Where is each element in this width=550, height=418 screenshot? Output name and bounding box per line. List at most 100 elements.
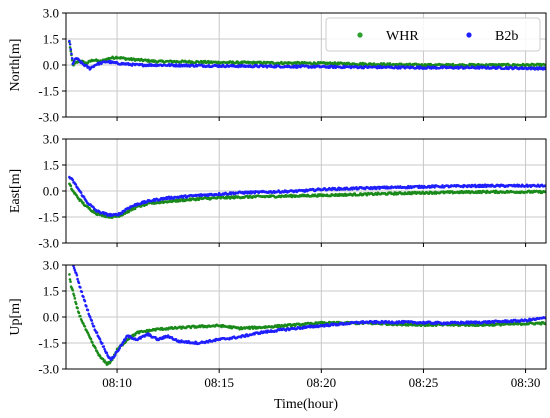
y-tick-label: 1.5 [43, 158, 59, 173]
data-point [127, 210, 131, 214]
data-point [68, 42, 72, 46]
panel-3: 3.0 1.5 0.0 -1.5 -3.0 08:10 08:15 08:20 08:25 08:… [8, 258, 547, 390]
x-tick-label: 08:15 [204, 375, 234, 390]
data-point [94, 346, 97, 350]
data-point [101, 342, 104, 345]
panel-2: 3.0 1.5 0.0 -1.5 -3.0 East[m] [8, 132, 547, 251]
data-point [70, 52, 73, 56]
data-point [77, 281, 81, 285]
data-point [71, 289, 75, 292]
data-point [68, 273, 71, 276]
data-point [543, 322, 546, 326]
y-tick-label: 3.0 [43, 132, 59, 147]
data-point [105, 351, 109, 355]
data-point [80, 290, 84, 294]
data-point [73, 297, 77, 300]
x-tick-label: 08:30 [511, 375, 541, 390]
series-group [68, 39, 546, 71]
y-tick-label: 0.0 [43, 58, 59, 73]
data-point [72, 266, 76, 270]
data-point [543, 66, 546, 70]
legend-label-b2b: B2b [495, 29, 518, 44]
legend-label-whr: WHR [386, 29, 419, 44]
data-point [76, 277, 79, 281]
y-tick-label: -3.0 [38, 362, 59, 377]
data-point [124, 337, 128, 340]
data-point [90, 319, 94, 322]
y-tick-label: 0.0 [43, 184, 59, 199]
data-point [92, 325, 96, 328]
data-point [88, 315, 92, 319]
data-point [68, 39, 71, 43]
data-point [82, 322, 85, 325]
data-point [543, 184, 546, 188]
series-whr [68, 40, 546, 68]
data-point [72, 265, 75, 268]
data-point [74, 302, 78, 306]
data-point [103, 359, 106, 362]
data-point [73, 268, 77, 272]
data-point [77, 311, 81, 315]
data-point [96, 351, 100, 355]
y-tick-label: 1.5 [43, 32, 59, 47]
data-point [83, 325, 87, 328]
data-point [104, 361, 108, 364]
data-point [79, 314, 82, 318]
data-point [86, 308, 90, 312]
x-axis-title: Time(hour) [274, 397, 338, 412]
data-point [69, 184, 73, 188]
data-point [83, 299, 87, 303]
series-whr [68, 182, 546, 220]
data-point [69, 48, 73, 51]
x-tick-label: 08:10 [102, 375, 132, 390]
legend-marker-whr [357, 32, 363, 38]
data-point [68, 278, 72, 281]
series-b2b [68, 175, 546, 218]
y-tick-label: -1.5 [38, 210, 59, 225]
data-point [85, 304, 88, 308]
data-point [79, 191, 83, 194]
data-point [82, 201, 85, 205]
data-point [68, 46, 72, 49]
data-point [98, 337, 102, 341]
series-group [68, 265, 546, 366]
y-tick-label: -1.5 [38, 336, 59, 351]
data-point [120, 212, 124, 215]
y-axis-title: Up[m] [8, 298, 23, 335]
data-point [91, 341, 94, 344]
y-tick-label: -3.0 [38, 110, 59, 125]
data-point [87, 312, 90, 316]
y-tick-label: 0.0 [43, 310, 59, 325]
y-tick-label: 1.5 [43, 284, 59, 299]
data-point [70, 58, 74, 62]
data-point [102, 345, 106, 348]
series-group [68, 175, 546, 220]
y-axis-title: East[m] [8, 169, 23, 213]
y-tick-label: -3.0 [38, 236, 59, 251]
data-point [79, 286, 82, 289]
legend: WHR B2b [325, 17, 541, 52]
y-tick-label: 3.0 [43, 258, 59, 273]
data-point [120, 343, 124, 347]
legend-marker-b2b [466, 32, 472, 38]
legend-box [325, 17, 541, 52]
series-b2b [68, 39, 546, 71]
data-point [89, 337, 93, 341]
y-tick-label: -1.5 [38, 84, 59, 99]
data-point [118, 346, 122, 350]
data-point [113, 353, 117, 357]
data-point [74, 183, 78, 186]
series-whr [68, 273, 546, 366]
x-tick-label: 08:20 [307, 375, 337, 390]
x-tick-label: 08:25 [409, 375, 439, 390]
data-point [543, 316, 546, 320]
data-point [82, 295, 85, 299]
data-point [71, 178, 75, 182]
y-axis-title: North[m] [8, 39, 23, 92]
data-point [91, 322, 94, 325]
data-point [95, 331, 99, 334]
data-point [76, 306, 79, 310]
data-point [70, 56, 74, 60]
data-point [103, 347, 106, 351]
